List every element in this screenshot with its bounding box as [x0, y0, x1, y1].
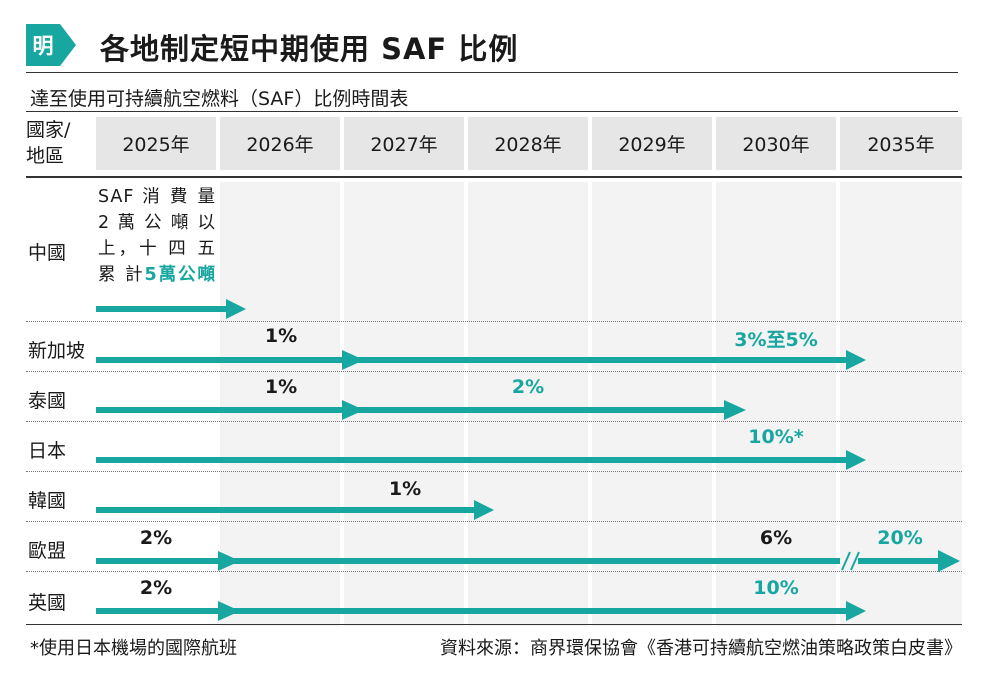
footnote: *使用日本機場的國際航班	[30, 638, 237, 659]
row-label-korea: 韓國	[28, 490, 67, 512]
column-bg-2030	[716, 182, 836, 626]
row-separator	[26, 521, 962, 522]
label-uk-2030: 10%	[753, 577, 799, 599]
label-thailand-2026: 1%	[264, 376, 298, 398]
chart-subtitle: 達至使用可持續航空燃料（SAF）比例時間表	[30, 88, 409, 110]
header-rule	[26, 176, 962, 178]
bottom-rule	[26, 624, 962, 625]
ming-pao-logo: 明	[26, 24, 76, 66]
arrow-uk	[96, 601, 866, 621]
axis-break-icon	[841, 551, 860, 571]
row-label-china: 中國	[28, 242, 67, 264]
region-header: 國家/ 地區	[26, 117, 92, 170]
label-eu-2030: 6%	[759, 527, 793, 549]
label-singapore-2030: 3%至5%	[734, 329, 818, 351]
china-note-highlight: 5萬公噸	[144, 265, 216, 285]
year-header-2026: 2026年	[220, 117, 340, 170]
row-separator	[26, 571, 962, 572]
year-header-2029: 2029年	[592, 117, 712, 170]
year-header-2035: 2035年	[840, 117, 962, 170]
row-separator	[26, 321, 962, 322]
label-uk-2025: 2%	[139, 577, 173, 599]
arrow-thailand	[96, 400, 746, 420]
column-bg-2026	[220, 182, 340, 626]
label-korea-2027: 1%	[388, 478, 422, 500]
row-separator	[26, 471, 962, 472]
label-japan-2030: 10%*	[748, 426, 804, 448]
row-label-singapore: 新加坡	[28, 340, 86, 362]
chart-title: 各地制定短中期使用 SAF 比例	[100, 32, 519, 66]
china-target-note: SAF 消 費 量 2 萬 公 噸 以 上，十 四 五 累 計5萬公噸	[98, 184, 216, 288]
arrow-eu	[96, 550, 960, 572]
arrow-singapore	[96, 350, 866, 370]
logo-char: 明	[33, 34, 54, 58]
china-note-text: SAF 消 費 量 2 萬 公 噸 以 上，十 四 五 累 計	[98, 187, 216, 285]
subtitle-rule	[26, 111, 958, 112]
column-bg-2028	[468, 182, 588, 626]
label-singapore-2026: 1%	[264, 325, 298, 347]
year-header-2030: 2030年	[716, 117, 836, 170]
column-bg-2029	[592, 182, 712, 626]
label-eu-2035: 20%	[877, 527, 923, 549]
row-label-thailand: 泰國	[28, 390, 67, 412]
region-header-line2: 地區	[26, 145, 65, 167]
source-credit: 資料來源：商界環保協會《香港可持續航空燃油策略政策白皮書》	[440, 638, 962, 659]
arrow-korea	[96, 500, 494, 520]
row-separator	[26, 371, 962, 372]
label-thailand-2028: 2%	[511, 376, 545, 398]
title-rule	[26, 72, 958, 73]
region-header-line1: 國家/	[26, 119, 71, 141]
arrow-china	[96, 299, 246, 319]
row-label-japan: 日本	[28, 440, 67, 462]
year-header-2027: 2027年	[344, 117, 464, 170]
row-label-eu: 歐盟	[28, 540, 67, 562]
label-eu-2025: 2%	[139, 527, 173, 549]
row-separator	[26, 421, 962, 422]
year-header-2025: 2025年	[96, 117, 216, 170]
row-label-uk: 英國	[28, 592, 67, 614]
column-bg-2027	[344, 182, 464, 626]
year-header-2028: 2028年	[468, 117, 588, 170]
arrow-japan	[96, 450, 866, 470]
